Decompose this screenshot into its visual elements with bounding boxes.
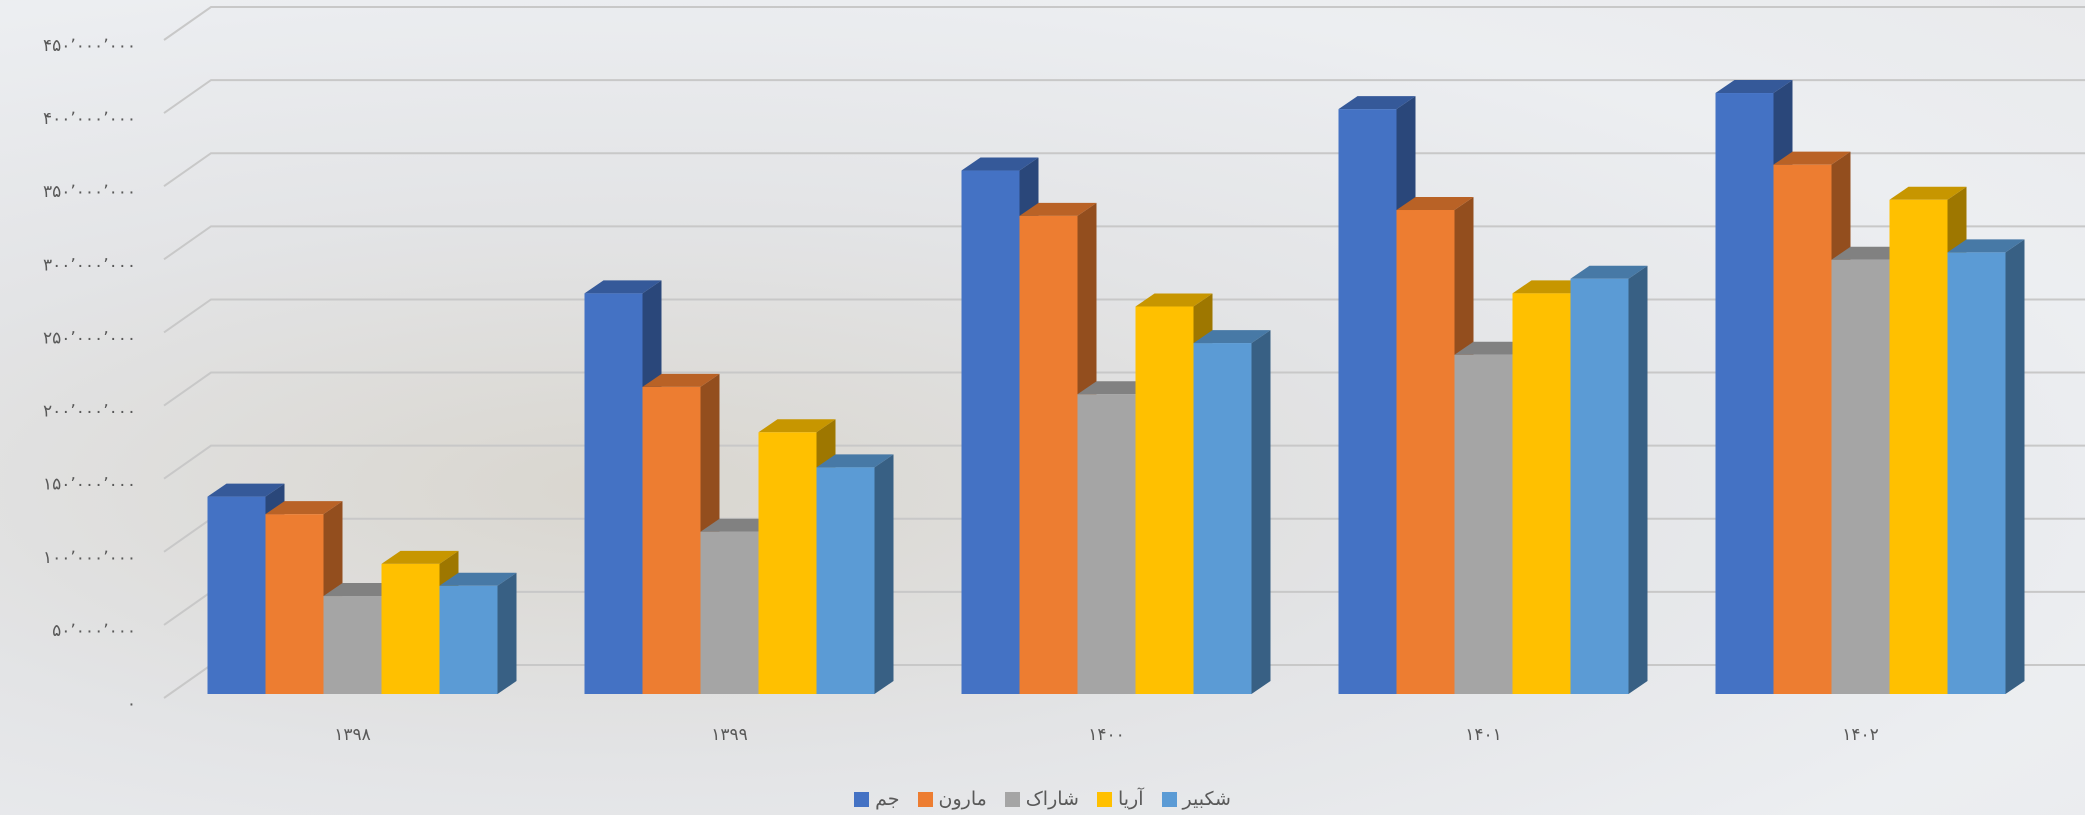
legend-swatch [854, 791, 870, 807]
legend-item: آریا [1096, 788, 1144, 810]
bar [1077, 394, 1136, 694]
bar [961, 170, 1020, 695]
bar-top [439, 572, 517, 586]
legend: جم مارون شاراک آریا شکبیر [0, 788, 2085, 810]
bar-top [1570, 265, 1648, 279]
bar [1715, 93, 1774, 694]
bar-top [1947, 239, 2025, 253]
y-tick-label: ۲۵۰٬۰۰۰٬۰۰۰ [43, 328, 136, 348]
bar-top [1773, 151, 1851, 165]
bar-top [1338, 96, 1416, 110]
bar-top [323, 583, 401, 597]
bar-top [1135, 293, 1213, 307]
y-tick-label: ۳۵۰٬۰۰۰٬۰۰۰ [43, 182, 136, 202]
y-tick-label: ۴۵۰٬۰۰۰٬۰۰۰ [43, 36, 136, 56]
grid-line [163, 79, 2085, 114]
legend-label: شکبیر [1182, 788, 1231, 810]
bar [1773, 164, 1832, 695]
legend-item: جم [854, 788, 900, 810]
y-tick-label: ۵۰٬۰۰۰٬۰۰۰ [52, 621, 136, 641]
bar-top [642, 373, 720, 387]
bar-top [1715, 80, 1793, 94]
x-tick-label: ۱۴۰۲ [1842, 725, 1879, 745]
bar-top [265, 501, 343, 515]
bar [1512, 293, 1571, 694]
bar [439, 585, 498, 694]
bar [323, 596, 382, 694]
bar [1019, 215, 1078, 694]
bar [1396, 210, 1455, 694]
bar-top [961, 157, 1039, 171]
x-tick-label: ۱۳۹۹ [711, 725, 748, 745]
bar-top [1831, 246, 1909, 260]
bar [700, 531, 759, 694]
grid-line [163, 6, 2085, 41]
bar [642, 386, 701, 694]
bar [1454, 354, 1513, 694]
bar [1889, 199, 1948, 694]
bar-top [207, 483, 285, 497]
bar [207, 496, 266, 694]
bar-side [497, 572, 517, 694]
bar-side [1628, 265, 1648, 694]
y-tick-label: ۴۰۰٬۰۰۰٬۰۰۰ [43, 109, 136, 129]
legend-item: شکبیر [1161, 788, 1231, 810]
bar-top [1396, 197, 1474, 211]
legend-label: مارون [938, 788, 987, 810]
legend-item: شاراک [1004, 788, 1079, 810]
y-tick-label: ۱۵۰٬۰۰۰٬۰۰۰ [43, 475, 136, 495]
bar-top [584, 280, 662, 294]
bar-top [1193, 330, 1271, 344]
bar-top [1454, 341, 1532, 355]
bar-side [2005, 239, 2025, 695]
bar-top [1889, 186, 1967, 200]
y-tick-label: ۰ [127, 694, 136, 714]
bar [584, 293, 643, 694]
bar-top [1019, 202, 1097, 216]
bar [381, 563, 440, 694]
bar [1570, 278, 1629, 694]
bar-top [1077, 381, 1155, 395]
bar [758, 432, 817, 694]
bar-top [700, 518, 778, 532]
bar-side [874, 454, 894, 694]
bar [1947, 252, 2006, 695]
bar [265, 514, 324, 694]
legend-swatch [1161, 791, 1177, 807]
y-tick-label: ۳۰۰٬۰۰۰٬۰۰۰ [43, 255, 136, 275]
bar [1135, 306, 1194, 694]
x-tick-label: ۱۴۰۱ [1465, 725, 1502, 745]
bar-top [758, 419, 836, 433]
bar-top [816, 454, 894, 468]
bar [816, 467, 875, 694]
legend-swatch [1096, 791, 1112, 807]
legend-item: مارون [917, 788, 987, 810]
legend-label: جم [875, 788, 900, 810]
legend-label: شاراک [1025, 788, 1079, 810]
y-tick-label: ۱۰۰٬۰۰۰٬۰۰۰ [43, 548, 136, 568]
bar [1831, 259, 1890, 694]
x-tick-label: ۱۳۹۸ [334, 725, 371, 745]
x-tick-label: ۱۴۰۰ [1088, 725, 1125, 745]
bar-top [1512, 280, 1590, 294]
legend-label: آریا [1117, 788, 1144, 810]
bar-top [381, 550, 459, 564]
bar [1193, 343, 1252, 694]
bar [1338, 109, 1397, 695]
grid-line [163, 152, 2085, 188]
legend-swatch [917, 791, 933, 807]
bar-side [1251, 330, 1271, 694]
y-tick-label: ۲۰۰٬۰۰۰٬۰۰۰ [43, 402, 136, 422]
legend-swatch [1004, 791, 1020, 807]
